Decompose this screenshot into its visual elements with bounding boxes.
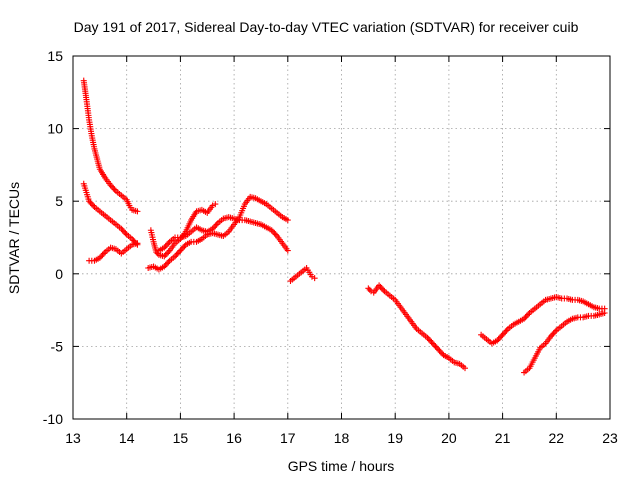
- y-tick-labels: -10 -5 0 5 10 15: [43, 48, 63, 427]
- y-tick-label: 0: [55, 266, 63, 282]
- data-point: [427, 337, 434, 344]
- data-point: [436, 347, 443, 354]
- data-point: [425, 336, 432, 343]
- data-point: [100, 250, 107, 257]
- data-point: [271, 230, 278, 237]
- x-tick-label: 15: [173, 430, 189, 446]
- data-point: [212, 222, 219, 229]
- data-point: [110, 185, 117, 192]
- data-point: [378, 285, 385, 292]
- data-point: [134, 208, 141, 215]
- data-point: [163, 241, 170, 248]
- data-point: [174, 250, 181, 257]
- data-point: [431, 341, 438, 348]
- data-point: [525, 311, 532, 318]
- x-tick-label: 22: [549, 430, 565, 446]
- data-point: [284, 217, 291, 224]
- data-point: [99, 251, 106, 258]
- data-point: [134, 240, 141, 247]
- data-point: [108, 183, 115, 190]
- data-point: [437, 349, 444, 356]
- data-point: [119, 227, 126, 234]
- data-point: [366, 286, 373, 293]
- data-point: [502, 328, 509, 335]
- data-point: [165, 249, 172, 256]
- data-point: [213, 221, 220, 228]
- x-tick-label: 20: [441, 430, 457, 446]
- data-point: [496, 334, 503, 341]
- data-point: [428, 339, 435, 346]
- x-tick-label: 14: [119, 430, 135, 446]
- y-tick-label: 5: [55, 193, 63, 209]
- y-axis-label: SDTVAR / TECUs: [6, 182, 22, 294]
- data-point: [212, 201, 219, 208]
- data-point: [435, 346, 442, 353]
- data-point: [284, 247, 291, 254]
- x-tick-label: 16: [226, 430, 242, 446]
- x-tick-label: 18: [334, 430, 350, 446]
- data-point: [432, 343, 439, 350]
- data-point: [121, 228, 128, 235]
- data-point: [177, 247, 184, 254]
- x-tick-labels: 13 14 15 16 17 18 19 20 21 22 23: [65, 430, 618, 446]
- y-tick-label: 15: [47, 48, 63, 64]
- x-axis-label: GPS time / hours: [288, 458, 395, 474]
- data-point: [462, 365, 469, 372]
- data-point: [176, 249, 183, 256]
- data-point: [90, 202, 97, 209]
- y-tick-label: -5: [51, 338, 64, 354]
- data-points: [80, 77, 608, 376]
- data-point: [311, 275, 318, 282]
- data-point: [550, 330, 557, 337]
- data-point: [551, 328, 558, 335]
- data-point: [429, 340, 436, 347]
- y-tick-label: 10: [47, 121, 63, 137]
- data-point: [500, 330, 507, 337]
- x-tick-label: 23: [602, 430, 618, 446]
- data-point: [523, 312, 530, 319]
- data-point: [165, 259, 172, 266]
- data-point: [503, 327, 510, 334]
- data-point: [433, 344, 440, 351]
- x-tick-label: 17: [280, 430, 296, 446]
- data-point: [180, 244, 187, 251]
- data-point: [163, 260, 170, 267]
- chart-title: Day 191 of 2017, Sidereal Day-to-day VTE…: [74, 19, 579, 35]
- data-point: [380, 286, 387, 293]
- data-point: [272, 231, 279, 238]
- data-point: [601, 310, 608, 317]
- data-point: [111, 186, 118, 193]
- y-tick-label: -10: [43, 411, 63, 427]
- x-tick-label: 21: [495, 430, 511, 446]
- data-point: [549, 331, 556, 338]
- data-point: [173, 251, 180, 258]
- x-tick-label: 19: [387, 430, 403, 446]
- data-point: [162, 251, 169, 258]
- data-point: [122, 230, 129, 237]
- data-point: [88, 201, 95, 208]
- data-point: [498, 333, 505, 340]
- x-tick-label: 13: [65, 430, 81, 446]
- data-point: [365, 285, 372, 292]
- data-point: [165, 240, 172, 247]
- axis-ticks: [72, 55, 611, 420]
- data-point: [499, 331, 506, 338]
- data-point: [178, 246, 185, 253]
